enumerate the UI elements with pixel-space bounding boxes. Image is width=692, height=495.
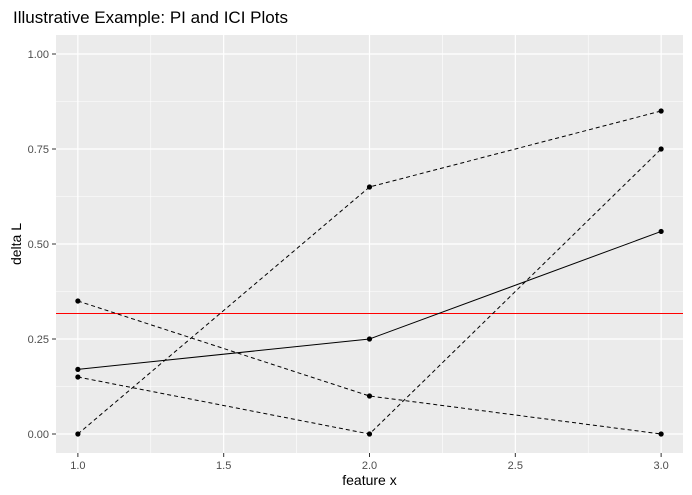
- y-axis-title: delta L: [8, 223, 24, 265]
- data-point: [658, 146, 664, 152]
- dashed-series-line: [77, 110, 662, 435]
- data-point: [75, 374, 81, 380]
- x-axis-title: feature x: [342, 472, 396, 488]
- data-point: [75, 298, 81, 304]
- data-point: [366, 393, 373, 399]
- data-point: [75, 431, 81, 437]
- x-tick-label: 2.0: [362, 460, 377, 472]
- y-tick-label: 0.75: [28, 144, 49, 156]
- y-tick-label: 0.00: [28, 429, 49, 441]
- data-point: [658, 228, 664, 235]
- x-tick-label: 1.5: [216, 460, 231, 472]
- data-point: [658, 431, 664, 437]
- x-tick-label: 3.0: [653, 460, 668, 472]
- tick-layer: 1.0 1.5 2.0 2.5 3.0 0.00 0.25 0.50 0.75 1.00: [28, 49, 669, 472]
- data-point: [366, 431, 373, 437]
- points-layer: [75, 108, 664, 437]
- data-point: [366, 184, 373, 190]
- chart-title: Illustrative Example: PI and ICI Plots: [13, 8, 288, 27]
- data-point: [658, 108, 664, 114]
- y-tick-label: 1.00: [28, 49, 49, 61]
- y-tick-label: 0.25: [28, 334, 49, 346]
- y-tick-label: 0.50: [28, 239, 49, 251]
- x-tick-label: 1.0: [70, 460, 85, 472]
- x-tick-label: 2.5: [508, 460, 523, 472]
- data-point: [366, 336, 373, 342]
- data-point: [75, 366, 81, 372]
